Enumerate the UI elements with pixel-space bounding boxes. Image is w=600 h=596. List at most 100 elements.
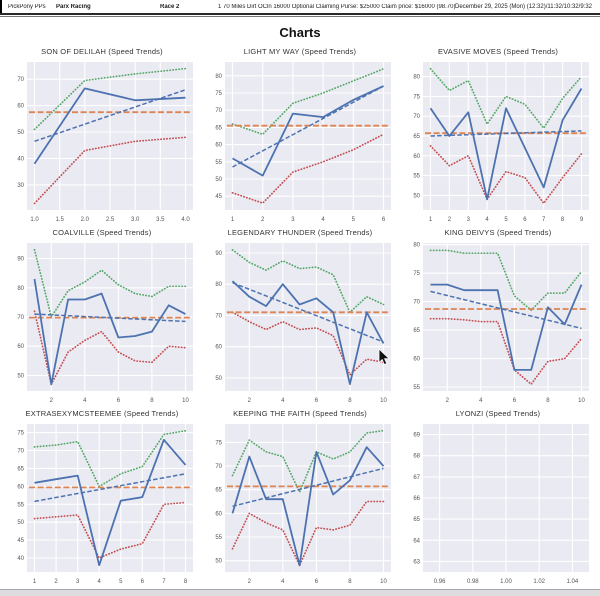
chart-cell-5: LEGENDARY THUNDER (Speed Trends) 50 60 70 80… — [204, 228, 396, 406]
svg-text:8: 8 — [561, 217, 565, 223]
svg-text:64: 64 — [413, 538, 420, 544]
svg-text:5: 5 — [504, 217, 508, 223]
svg-text:69: 69 — [413, 433, 420, 439]
svg-text:6: 6 — [315, 579, 319, 585]
svg-text:2: 2 — [448, 217, 452, 223]
svg-text:3.5: 3.5 — [156, 217, 165, 223]
svg-text:65: 65 — [215, 125, 222, 131]
chart-cell-3: EVASIVE MOVES (Speed Trends) 50 55 60 65 70 75… — [402, 47, 594, 225]
chart-cell-7: EXTRASEXYMCSTEEMEE (Speed Trends) 40 45 50 5… — [6, 409, 198, 587]
svg-text:70: 70 — [17, 449, 24, 455]
svg-text:2: 2 — [54, 579, 58, 585]
header-divider-thick — [0, 13, 600, 15]
svg-text:65: 65 — [413, 517, 420, 523]
svg-text:2: 2 — [248, 398, 252, 404]
svg-text:8: 8 — [150, 398, 154, 404]
svg-text:10: 10 — [380, 398, 387, 404]
svg-text:4: 4 — [321, 217, 325, 223]
chart-cell-9: LYONZI (Speed Trends) 63 64 65 66 67 68 69 0.96 0… — [402, 409, 594, 587]
svg-text:50: 50 — [17, 520, 24, 526]
race-number: Race 2 — [160, 3, 180, 10]
svg-text:70: 70 — [413, 114, 420, 120]
svg-text:2: 2 — [261, 217, 265, 223]
svg-text:30: 30 — [17, 183, 24, 189]
chart-plot: 30 40 50 60 70 1.0 1.5 2.0 2.5 3.0 3.5 4.0 — [17, 62, 193, 223]
svg-text:2.0: 2.0 — [81, 217, 90, 223]
svg-text:75: 75 — [413, 94, 420, 100]
svg-text:4: 4 — [479, 398, 483, 404]
chart-title: KEEPING THE FAITH (Speed Trends) — [233, 409, 367, 418]
svg-text:75: 75 — [17, 431, 24, 437]
svg-text:1.0: 1.0 — [30, 217, 39, 223]
chart-title: KING DEIVYS (Speed Trends) — [444, 228, 552, 237]
svg-text:63: 63 — [413, 559, 420, 565]
svg-text:60: 60 — [215, 345, 222, 351]
chart-plot: 50 55 60 65 70 75 2 4 6 8 10 — [215, 424, 391, 585]
svg-text:80: 80 — [215, 282, 222, 288]
svg-text:2: 2 — [50, 398, 54, 404]
chart-title: LYONZI (Speed Trends) — [455, 409, 541, 418]
svg-text:60: 60 — [17, 104, 24, 110]
svg-text:50: 50 — [413, 193, 420, 199]
chart-title: SON OF DELILAH (Speed Trends) — [41, 47, 163, 56]
svg-text:55: 55 — [413, 385, 420, 391]
svg-text:8: 8 — [546, 398, 550, 404]
svg-text:70: 70 — [215, 313, 222, 319]
chart-plot: 50 60 70 80 90 2 4 6 8 10 — [17, 243, 193, 404]
charts-grid: SON OF DELILAH (Speed Trends) 30 40 50 60 70 1… — [0, 45, 600, 587]
svg-text:1.00: 1.00 — [500, 579, 512, 585]
svg-text:4.0: 4.0 — [181, 217, 190, 223]
svg-text:55: 55 — [215, 160, 222, 166]
svg-text:65: 65 — [215, 488, 222, 494]
svg-text:80: 80 — [413, 75, 420, 81]
svg-text:60: 60 — [413, 154, 420, 160]
svg-text:60: 60 — [413, 357, 420, 363]
svg-text:8: 8 — [184, 579, 188, 585]
svg-text:5: 5 — [119, 579, 123, 585]
svg-text:1.5: 1.5 — [56, 217, 65, 223]
chart-cell-8: KEEPING THE FAITH (Speed Trends) 50 55 60 65… — [204, 409, 396, 587]
svg-text:68: 68 — [413, 454, 420, 460]
svg-text:60: 60 — [17, 344, 24, 350]
svg-text:70: 70 — [17, 77, 24, 83]
svg-text:40: 40 — [17, 157, 24, 163]
svg-text:1: 1 — [33, 579, 37, 585]
svg-text:60: 60 — [215, 143, 222, 149]
chart-title: LEGENDARY THUNDER (Speed Trends) — [227, 228, 373, 237]
svg-text:2.5: 2.5 — [106, 217, 115, 223]
svg-text:55: 55 — [215, 535, 222, 541]
svg-text:80: 80 — [413, 243, 420, 249]
svg-text:70: 70 — [215, 464, 222, 470]
svg-text:70: 70 — [215, 108, 222, 114]
svg-text:75: 75 — [215, 91, 222, 97]
race-conditions: 1 70 Miles Dirt OCln 16000 Optional Clai… — [218, 3, 456, 10]
svg-text:2: 2 — [248, 579, 252, 585]
svg-text:6: 6 — [523, 217, 527, 223]
chart-cell-2: LIGHT MY WAY (Speed Trends) 45 50 55 60 65 70 7… — [204, 47, 396, 225]
svg-text:55: 55 — [413, 174, 420, 180]
svg-text:7: 7 — [542, 217, 546, 223]
svg-text:75: 75 — [215, 440, 222, 446]
chart-plot: 55 60 65 70 75 80 2 4 6 8 10 — [413, 243, 589, 404]
window-left-edge — [0, 0, 2, 13]
chart-plot: 50 60 70 80 90 2 4 6 8 10 — [215, 243, 391, 404]
svg-text:60: 60 — [17, 484, 24, 490]
svg-text:70: 70 — [17, 315, 24, 321]
svg-text:90: 90 — [215, 251, 222, 257]
app-name: PickPony PPs — [8, 3, 46, 10]
svg-text:67: 67 — [413, 475, 420, 481]
svg-text:1.04: 1.04 — [567, 579, 579, 585]
svg-text:90: 90 — [17, 257, 24, 263]
svg-text:4: 4 — [281, 398, 285, 404]
svg-text:66: 66 — [413, 496, 420, 502]
svg-text:4: 4 — [281, 579, 285, 585]
chart-title: COALVILLE (Speed Trends) — [52, 228, 152, 237]
svg-text:8: 8 — [348, 579, 352, 585]
svg-text:7: 7 — [162, 579, 166, 585]
svg-text:9: 9 — [580, 217, 584, 223]
svg-text:3: 3 — [76, 579, 80, 585]
bottom-bar — [0, 589, 600, 596]
svg-text:6: 6 — [382, 217, 386, 223]
svg-text:6: 6 — [141, 579, 145, 585]
